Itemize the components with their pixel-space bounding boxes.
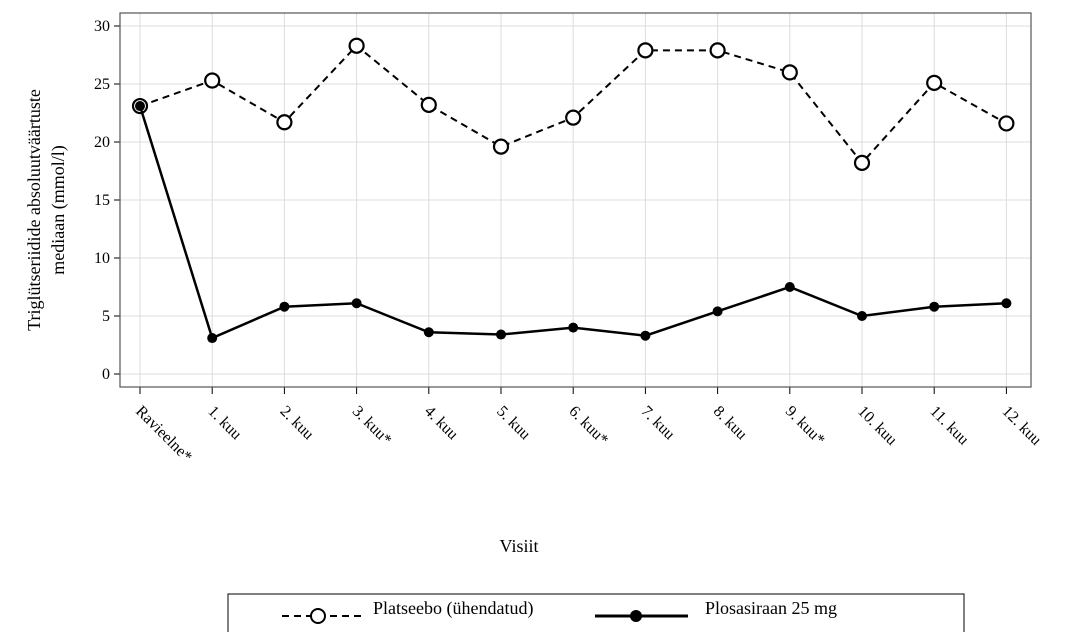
x-tick-label: 4. kuu xyxy=(421,403,461,443)
y-tick-label: 0 xyxy=(102,366,110,383)
legend-item-plozasiran: Plosasiraan 25 mg xyxy=(595,598,837,622)
legend-label-plozasiran: Plosasiraan 25 mg xyxy=(705,598,837,618)
legend-swatch-marker-plozasiran xyxy=(630,610,642,622)
x-tick-label: 10. kuu xyxy=(854,403,900,449)
x-tick-label: 11. kuu xyxy=(926,403,972,449)
legend-swatch-marker-placebo xyxy=(310,608,326,624)
x-tick-label: 7. kuu xyxy=(638,403,678,443)
y-axis-ticks: 0 5 10 15 20 25 30 xyxy=(94,18,120,383)
series-plozasiran xyxy=(135,101,1012,344)
data-point xyxy=(276,114,293,131)
x-axis-title: Visiit xyxy=(500,536,539,556)
data-point xyxy=(496,329,506,340)
data-point xyxy=(637,42,654,59)
data-point xyxy=(565,109,582,126)
legend-label-placebo: Platseebo (ühendatud) xyxy=(373,598,533,619)
y-tick-label: 25 xyxy=(94,76,110,93)
x-tick-label: 9. kuu* xyxy=(782,403,828,449)
data-point xyxy=(640,330,651,341)
data-point xyxy=(568,322,579,333)
data-point xyxy=(926,74,943,91)
y-tick-label: 15 xyxy=(94,192,110,209)
data-point xyxy=(781,64,798,81)
x-tick-label: 8. kuu xyxy=(710,403,750,443)
x-tick-label: 6. kuu* xyxy=(565,403,611,449)
y-axis-title-line-1: Triglütseriidide absoluutväärtuste xyxy=(24,89,44,331)
legend-item-placebo: Platseebo (ühendatud) xyxy=(282,598,533,624)
x-tick-label: 1. kuu xyxy=(204,403,244,443)
series-placebo xyxy=(131,37,1015,171)
x-tick-label: 5. kuu xyxy=(493,403,533,443)
data-point xyxy=(857,311,867,321)
y-axis-title-line-2: mediaan (mmol/l) xyxy=(48,145,69,274)
x-axis-ticks: Ravieelne* 1. kuu 2. kuu 3. kuu* 4. kuu 5. ku… xyxy=(132,387,1045,466)
data-point xyxy=(709,42,726,59)
data-point xyxy=(204,72,221,89)
x-tick-label: Ravieelne* xyxy=(132,403,195,466)
y-tick-label: 30 xyxy=(94,18,110,35)
data-point xyxy=(712,306,723,317)
data-point xyxy=(135,101,145,112)
legend-box xyxy=(227,593,965,632)
data-point xyxy=(998,115,1015,132)
data-point xyxy=(492,138,510,155)
data-point xyxy=(1001,298,1012,309)
plot-frame xyxy=(119,12,1032,388)
x-tick-label: 2. kuu xyxy=(277,403,317,443)
data-point xyxy=(351,298,362,309)
legend: Platseebo (ühendatud) Plosasiraan 25 mg xyxy=(227,593,965,632)
data-point xyxy=(423,327,434,338)
data-point xyxy=(279,301,290,312)
series-layer xyxy=(131,37,1015,344)
data-point xyxy=(348,37,365,54)
x-tick-label: 12. kuu xyxy=(999,403,1045,449)
data-point xyxy=(853,154,871,171)
x-tick-label: 3. kuu* xyxy=(349,403,395,449)
data-point xyxy=(207,333,218,344)
y-tick-label: 20 xyxy=(94,134,110,151)
data-point xyxy=(929,301,940,312)
data-point xyxy=(784,282,795,292)
y-tick-label: 10 xyxy=(94,250,110,267)
data-point xyxy=(420,96,437,113)
y-tick-label: 5 xyxy=(102,308,110,325)
